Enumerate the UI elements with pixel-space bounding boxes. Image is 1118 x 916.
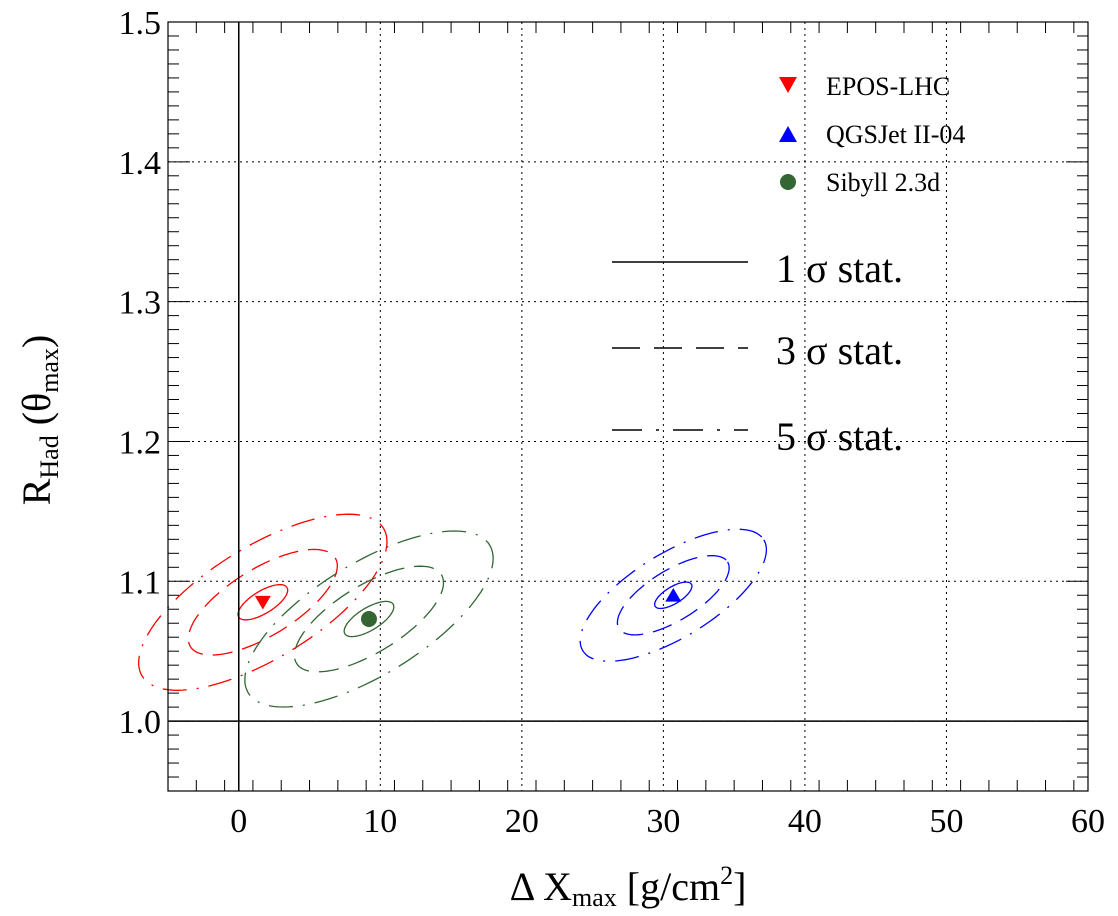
contour-5sigma [579, 528, 768, 662]
contour-1sigma [343, 600, 395, 638]
x-tick-label: 30 [646, 803, 680, 840]
x-axis-label-sup: 2 [720, 861, 733, 890]
y-axis-label-sub2: max [35, 348, 64, 393]
x-tick-label: 40 [788, 803, 822, 840]
y-axis-label: RHad (θmax) [14, 335, 64, 506]
y-axis-label-end: ) [14, 335, 59, 348]
legend-1sigma-label: 1 σ stat. [776, 246, 903, 291]
x-axis-label: Δ Xmax [g/cm2] [510, 861, 747, 912]
x-tick-label: 20 [505, 803, 539, 840]
x-axis-label-sub: max [572, 883, 617, 912]
x-axis-label-rest: [g/cm [617, 864, 720, 909]
legend-epos-label: EPOS-LHC [826, 72, 950, 101]
x-tick-label: 10 [363, 803, 397, 840]
contour-1sigma [654, 581, 693, 610]
legend-sibyll-marker [780, 174, 796, 190]
tick-labels: 0 10 20 30 40 50 60 1.0 1.1 1.2 1.3 1.4 1.5 [119, 5, 1106, 840]
x-tick-label: 0 [230, 803, 247, 840]
plot-frame [167, 21, 1089, 792]
y-tick-label: 1.4 [119, 145, 162, 182]
contour-5sigma [138, 513, 388, 691]
y-axis-label-mid: (θ [14, 393, 59, 435]
contours [138, 513, 768, 708]
y-tick-label: 1.1 [119, 564, 162, 601]
x-axis-label-end: ] [733, 864, 746, 909]
legend-qgsjet-marker [779, 126, 797, 142]
x-axis-label-main: Δ X [510, 864, 573, 909]
ticks [167, 21, 1088, 792]
marker-legend: EPOS-LHC QGSJet II-04 Sibyll 2.3d [779, 72, 965, 197]
data-point [360, 611, 377, 628]
y-tick-label: 1.0 [119, 704, 162, 741]
contour-3sigma [616, 554, 730, 636]
legend-3sigma-label: 3 σ stat. [776, 328, 903, 373]
data-point [254, 595, 271, 610]
reference-lines [168, 22, 1088, 791]
legend-5sigma-label: 5 σ stat. [776, 414, 903, 459]
y-tick-label: 1.2 [119, 424, 162, 461]
legend-epos-marker [779, 77, 797, 93]
markers [254, 588, 682, 628]
contour-5sigma [244, 530, 494, 708]
sigma-legend: 1 σ stat. 3 σ stat. 5 σ stat. [612, 246, 903, 459]
y-axis-label-group: RHad (θmax) [14, 335, 64, 506]
data-point [665, 588, 682, 602]
y-axis-label-main: R [14, 478, 59, 505]
legend-sibyll-label: Sibyll 2.3d [826, 168, 940, 197]
contour-3sigma [187, 548, 338, 656]
legend-qgsjet-label: QGSJet II-04 [826, 120, 965, 149]
y-axis-label-sub: Had [35, 435, 64, 478]
y-tick-label: 1.5 [119, 5, 162, 42]
x-tick-label: 50 [929, 803, 963, 840]
contour-3sigma [293, 565, 445, 673]
y-tick-label: 1.3 [119, 285, 162, 322]
x-tick-label: 60 [1071, 803, 1105, 840]
